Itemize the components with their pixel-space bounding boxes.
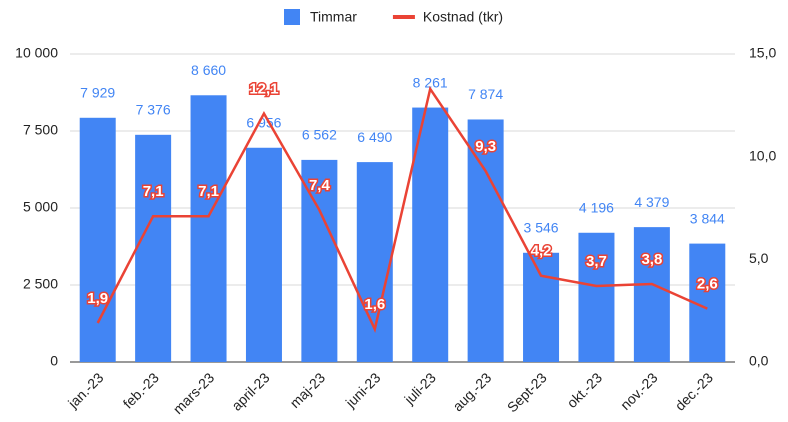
y-tick-label: 2 500 — [23, 276, 58, 292]
line-value-label: 3,8 — [641, 251, 662, 268]
x-tick-label: jan.-23 — [64, 369, 106, 411]
bar — [523, 252, 560, 362]
x-tick-label: juni-23 — [342, 369, 384, 411]
y-tick-label: 7 500 — [23, 122, 58, 138]
line-value-label: 12,1 — [249, 81, 278, 98]
bar-value-label: 7 929 — [80, 84, 115, 100]
x-tick-label: maj-23 — [287, 369, 329, 411]
y2-tick-label: 0,0 — [749, 353, 769, 369]
x-tick-label: april-23 — [228, 369, 272, 413]
y-tick-label: 5 000 — [23, 199, 58, 215]
line-value-label: 2,6 — [697, 276, 718, 293]
line-value-label: 7,4 — [309, 177, 331, 194]
legend-swatch — [284, 9, 300, 25]
bar — [190, 95, 227, 362]
y2-tick-label: 15,0 — [749, 45, 776, 61]
bar — [467, 119, 504, 362]
x-tick-label: dec.-23 — [672, 369, 716, 413]
y-tick-label: 10 000 — [15, 45, 58, 61]
bar — [301, 159, 338, 362]
line-value-label: 3,7 — [586, 253, 607, 270]
bar — [412, 107, 449, 362]
x-tick-label: aug.-23 — [449, 369, 494, 414]
bar — [245, 147, 282, 362]
bar — [79, 117, 116, 362]
bar-value-label: 4 379 — [634, 194, 669, 210]
line-value-label: 1,6 — [364, 296, 385, 313]
line-value-label: 4,2 — [531, 243, 552, 260]
line-value-label: 9,3 — [475, 138, 496, 155]
y2-tick-label: 10,0 — [749, 147, 776, 163]
y-tick-label: 0 — [50, 353, 58, 369]
bar-value-label: 4 196 — [579, 199, 614, 215]
bar-value-label: 6 956 — [246, 114, 281, 130]
x-tick-label: okt.-23 — [564, 369, 606, 411]
bar-value-label: 3 844 — [690, 210, 725, 226]
x-tick-label: nov.-23 — [617, 369, 661, 413]
line — [96, 85, 708, 333]
bar-value-label: 7 874 — [468, 86, 503, 102]
legend-label: Timmar — [310, 9, 357, 25]
legend-label: Kostnad (tkr) — [423, 9, 503, 25]
bar — [578, 232, 615, 362]
bar-value-label: 6 562 — [302, 127, 337, 143]
bar-value-label: 7 376 — [136, 102, 171, 118]
bar-value-label: 8 261 — [413, 74, 448, 90]
y2-tick-label: 5,0 — [749, 250, 769, 266]
line-value-label: 1,9 — [87, 290, 108, 307]
bar-value-label: 3 546 — [524, 219, 559, 235]
x-tick-label: feb.-23 — [120, 369, 162, 411]
line-value-label: 7,1 — [143, 183, 164, 200]
x-tick-label: juli-23 — [401, 369, 440, 408]
x-tick-label: mars-23 — [170, 369, 218, 417]
bar — [135, 134, 172, 362]
x-tick-label: Sept-23 — [504, 369, 550, 415]
bar-value-label: 8 660 — [191, 62, 226, 78]
line-value-label: 7,1 — [198, 183, 219, 200]
bar-value-label: 6 490 — [357, 129, 392, 145]
bar — [633, 227, 670, 362]
